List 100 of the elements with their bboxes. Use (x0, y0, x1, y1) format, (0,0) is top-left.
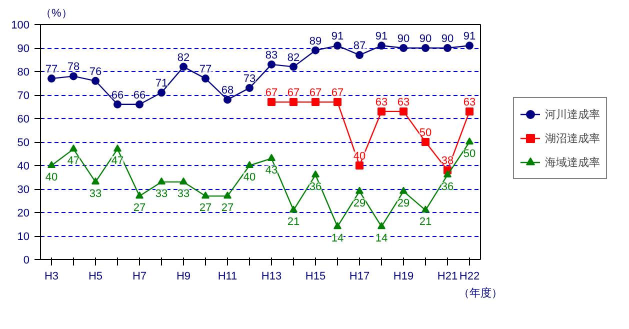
y-tick-label: 20 (17, 208, 30, 220)
data-label: 21 (287, 216, 300, 228)
data-label: 27 (133, 202, 146, 214)
point (92, 76, 100, 85)
point (378, 42, 386, 50)
data-label: 87 (353, 40, 366, 52)
point (290, 206, 298, 213)
data-label: 90 (397, 33, 410, 45)
x-tick-label: H15 (305, 270, 326, 282)
x-tick-label: H3 (44, 270, 59, 282)
x-tick-label: H17 (349, 270, 370, 282)
data-label: 50 (419, 127, 432, 139)
point (268, 60, 276, 68)
data-label: 82 (177, 52, 190, 64)
point (356, 186, 364, 194)
data-label: 73 (243, 72, 256, 85)
point (114, 100, 122, 108)
y-tick-label: 80 (17, 66, 30, 78)
data-label: 38 (441, 155, 454, 168)
data-label: 78 (67, 61, 80, 74)
point (70, 144, 78, 152)
data-label: 21 (419, 216, 432, 228)
y-tick-label: 100 (11, 20, 30, 32)
point (312, 170, 320, 178)
point (444, 170, 452, 178)
point (48, 160, 56, 168)
data-label: 33 (89, 188, 102, 200)
data-label: 63 (375, 96, 388, 108)
point (466, 137, 474, 145)
data-label: 27 (221, 202, 234, 214)
y-tick-label: 30 (17, 184, 30, 196)
data-label: 43 (265, 164, 278, 176)
point (334, 42, 342, 50)
point (422, 138, 430, 146)
data-label: 66 (133, 89, 146, 102)
point (48, 74, 56, 83)
point (92, 177, 100, 184)
point (334, 98, 342, 106)
x-tick-label: H19 (393, 270, 414, 282)
x-axis-title: （年度） (458, 286, 502, 300)
data-label: 40 (353, 150, 366, 162)
data-label: 66 (111, 89, 124, 102)
data-label: 50 (463, 148, 476, 160)
point (356, 51, 364, 60)
y-tick-label: 10 (17, 231, 30, 243)
point (334, 222, 342, 230)
point (378, 222, 386, 230)
x-tick-label: H5 (88, 270, 103, 282)
point (246, 160, 254, 168)
y-tick-label: 50 (17, 137, 30, 149)
data-label: 67 (287, 87, 300, 100)
point (268, 154, 276, 161)
data-label: 33 (177, 188, 190, 200)
point (70, 72, 78, 80)
data-label: 67 (265, 87, 278, 100)
data-label: 77 (45, 64, 58, 76)
y-tick-label: 90 (17, 43, 30, 55)
y-tick-label: 70 (17, 90, 30, 102)
x-tick-label: H21 (437, 270, 458, 282)
data-label: 71 (155, 78, 168, 90)
data-label: 47 (111, 155, 124, 168)
point (422, 44, 430, 52)
point (136, 192, 144, 199)
point (290, 62, 298, 71)
data-label: 40 (45, 172, 58, 184)
y-tick-label: 0 (23, 254, 30, 266)
x-tick-label: H13 (261, 270, 282, 282)
point (202, 192, 210, 199)
x-tick-label: H9 (176, 270, 191, 282)
data-label: 77 (199, 64, 212, 76)
data-label: 89 (309, 35, 322, 48)
point (422, 206, 430, 213)
data-label: 76 (89, 66, 102, 78)
point (444, 44, 452, 52)
data-label: 91 (375, 30, 388, 43)
data-label: 91 (331, 30, 344, 43)
point (400, 107, 408, 116)
data-label: 14 (331, 232, 344, 245)
data-label: 47 (67, 155, 80, 168)
point (114, 144, 122, 152)
data-label: 27 (199, 202, 212, 214)
point (400, 44, 408, 52)
data-label: 29 (353, 197, 366, 210)
point (158, 177, 166, 184)
point (400, 186, 408, 194)
x-tick-label: H22 (459, 270, 480, 282)
y-axis-title: （%） (40, 8, 72, 20)
point (158, 88, 166, 97)
data-label: 67 (309, 87, 322, 100)
data-label: 90 (419, 33, 432, 45)
data-label: 82 (287, 52, 300, 64)
point (246, 84, 254, 92)
x-tick-label: H11 (218, 270, 238, 282)
data-label: 83 (265, 49, 278, 62)
point (224, 96, 232, 104)
data-label: 14 (375, 232, 388, 245)
point (466, 42, 474, 50)
data-label: 63 (463, 96, 476, 108)
y-tick-label: 60 (17, 114, 30, 126)
data-label: 36 (441, 180, 454, 193)
